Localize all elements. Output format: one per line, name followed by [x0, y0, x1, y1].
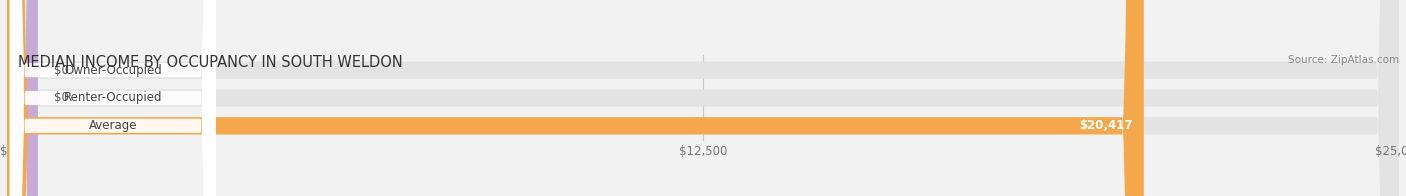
Text: Source: ZipAtlas.com: Source: ZipAtlas.com [1288, 55, 1399, 65]
FancyBboxPatch shape [7, 0, 38, 196]
Text: Owner-Occupied: Owner-Occupied [63, 64, 162, 77]
FancyBboxPatch shape [7, 0, 1399, 196]
Text: MEDIAN INCOME BY OCCUPANCY IN SOUTH WELDON: MEDIAN INCOME BY OCCUPANCY IN SOUTH WELD… [18, 55, 404, 70]
Text: $20,417: $20,417 [1080, 119, 1133, 132]
FancyBboxPatch shape [7, 0, 1399, 196]
FancyBboxPatch shape [7, 0, 1144, 196]
Text: $0: $0 [55, 92, 69, 104]
FancyBboxPatch shape [10, 0, 217, 196]
FancyBboxPatch shape [7, 0, 38, 196]
Text: $0: $0 [55, 64, 69, 77]
FancyBboxPatch shape [7, 0, 1399, 196]
FancyBboxPatch shape [10, 0, 217, 196]
Text: Renter-Occupied: Renter-Occupied [63, 92, 162, 104]
Text: Average: Average [89, 119, 136, 132]
FancyBboxPatch shape [10, 0, 217, 196]
